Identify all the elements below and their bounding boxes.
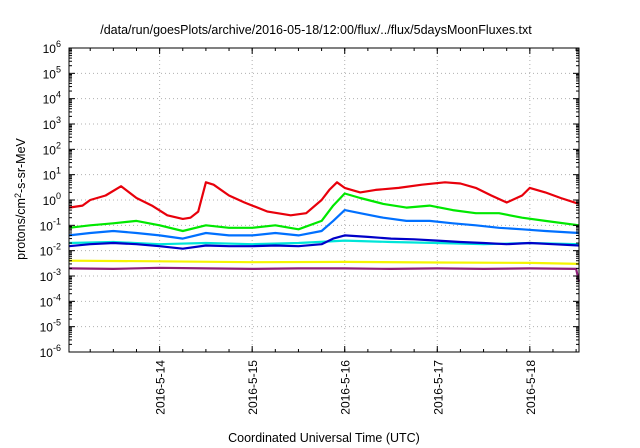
y-axis-label: protons/cm2-s-sr-MeV xyxy=(13,137,28,259)
series-line-3 xyxy=(68,209,580,240)
x-tick-label: 2016-5-17 xyxy=(431,360,445,415)
y-tick-label: 106 xyxy=(43,39,61,56)
x-tick-label: 2016-5-16 xyxy=(339,360,353,415)
y-tick-label: 10-5 xyxy=(40,318,61,335)
series-line-6 xyxy=(68,259,580,265)
series-line-2 xyxy=(68,192,580,233)
y-tick-labels: 10-6 10-5 10-4 10-3 10-2 10-1 100 101 102 103 104 1… xyxy=(40,39,61,360)
y-tick-label: 103 xyxy=(43,115,61,132)
tick-marks xyxy=(69,47,579,353)
chart-title: /data/run/goesPlots/archive/2016-05-18/1… xyxy=(100,23,532,37)
x-tick-label: 2016-5-14 xyxy=(154,360,168,415)
series-lines xyxy=(68,181,581,282)
series-line-1 xyxy=(68,181,580,220)
y-tick-label: 105 xyxy=(43,64,61,81)
x-tick-labels: 2016-5-14 2016-5-15 2016-5-16 2016-5-17 2016… xyxy=(154,360,538,415)
y-tick-label: 10-4 xyxy=(40,292,61,309)
x-axis-label: Coordinated Universal Time (UTC) xyxy=(228,431,420,445)
series-line-7 xyxy=(68,266,581,282)
y-tick-label: 102 xyxy=(43,140,61,157)
x-tick-label: 2016-5-15 xyxy=(246,360,260,415)
y-tick-label: 10-2 xyxy=(40,242,61,259)
y-tick-label: 10-3 xyxy=(40,267,61,284)
y-tick-label: 104 xyxy=(43,90,61,107)
grid xyxy=(69,48,579,352)
series-line-5 xyxy=(68,234,580,250)
y-tick-label: 101 xyxy=(43,166,61,183)
y-tick-label: 100 xyxy=(43,191,61,208)
y-tick-label: 10-1 xyxy=(40,216,61,233)
x-tick-label: 2016-5-18 xyxy=(524,360,538,415)
y-tick-label: 10-6 xyxy=(40,343,61,360)
